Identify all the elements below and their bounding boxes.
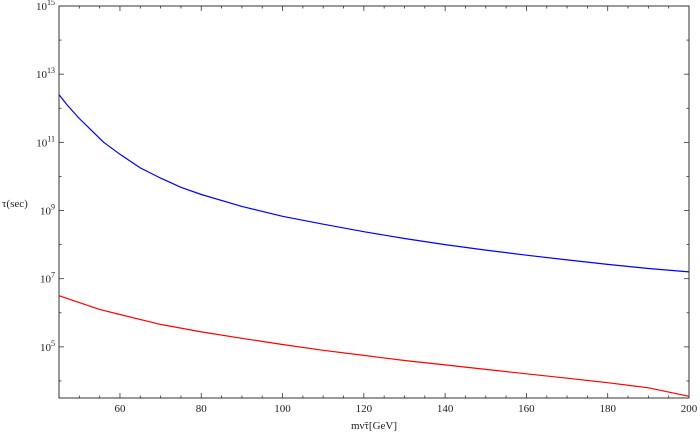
labels: 60 80 100 120 140 160 180 200 105 107 109 1011 1013 1…: [36, 0, 698, 415]
x-axis-label: mν̃τ[GeV]: [351, 420, 397, 432]
x-tick-label: 60: [114, 403, 126, 415]
x-tick-label: 180: [599, 403, 616, 415]
y-tick-label: 1011: [36, 134, 55, 149]
x-tick-label: 160: [518, 403, 535, 415]
y-tick-label: 1015: [36, 0, 55, 13]
y-tick-label: 109: [40, 203, 55, 218]
y-tick-label: 1013: [36, 66, 55, 81]
x-tick-label: 100: [274, 403, 291, 415]
x-tick-label: 120: [356, 403, 373, 415]
x-tick-label: 80: [196, 403, 208, 415]
x-tick-label: 140: [437, 403, 454, 415]
y-tick-label: 105: [40, 339, 55, 354]
x-tick-label: 200: [681, 403, 698, 415]
y-tick-label: 107: [40, 271, 55, 286]
series-group: [58, 94, 690, 397]
plot-frame: [58, 5, 690, 399]
y-axis-label: τ(sec): [2, 198, 28, 210]
series-line-2: [58, 295, 690, 397]
series-line-1: [58, 94, 690, 273]
ticks: [58, 5, 690, 398]
